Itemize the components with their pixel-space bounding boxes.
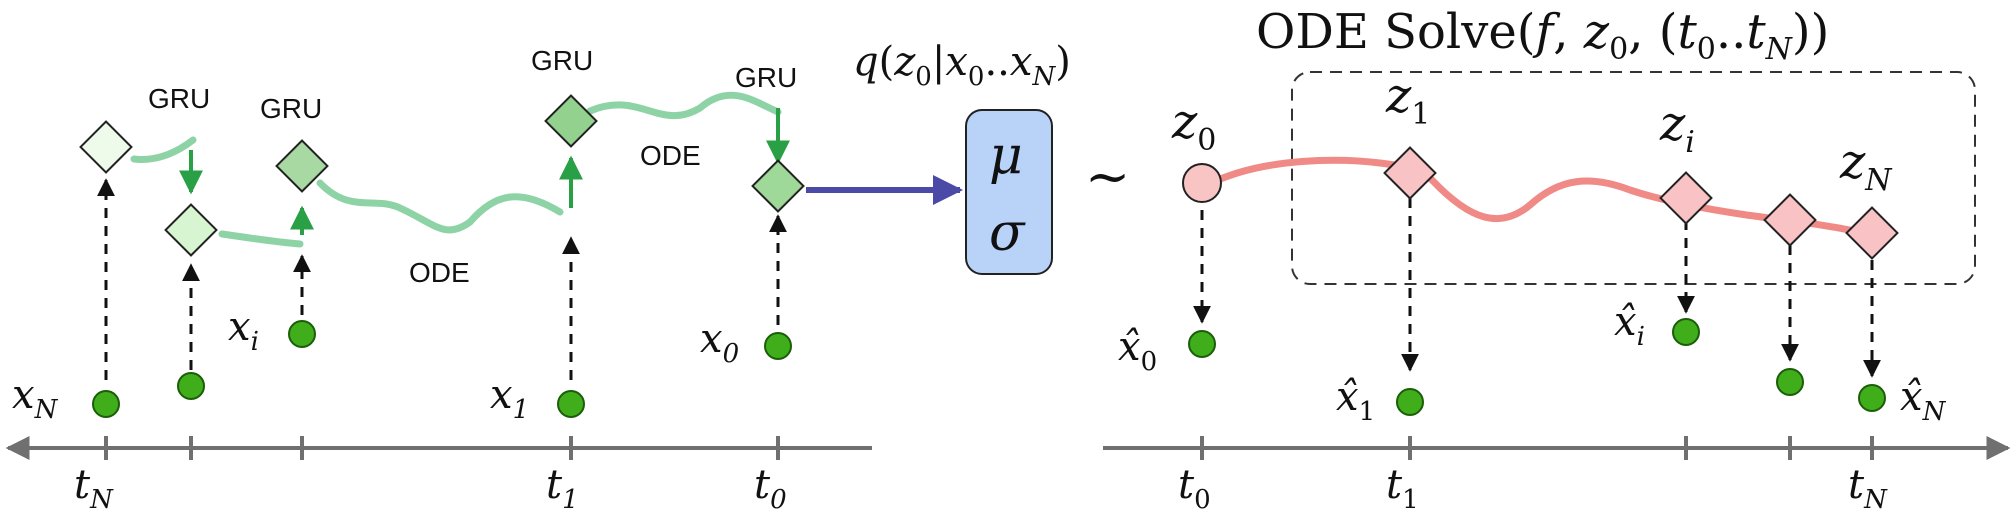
reconstruction-label: x̂0	[1118, 324, 1157, 377]
posterior-label: q(z0|x0..xN)	[853, 39, 1071, 92]
encoder-panel: GRU GRU GRU GRU ODE ODE xN xi x1 x0 tN t…	[5, 45, 872, 513]
observation-dot	[177, 372, 205, 400]
ode-solve-region	[1291, 71, 1976, 285]
observation-dot	[92, 390, 120, 418]
ode-solve-title: ODE Solve(f, z0, (t0..tN))	[1256, 4, 1829, 67]
reconstruction-label: x̂N	[1900, 374, 1947, 427]
gru-label: GRU	[260, 93, 322, 124]
decoder-axis-ticks	[1200, 436, 1874, 460]
ode-label: ODE	[409, 257, 470, 288]
reconstruction-dot	[1858, 384, 1886, 412]
reconstruction-label: x̂i	[1614, 299, 1645, 352]
encoder-ode-curve	[586, 91, 782, 120]
latent-label: z1	[1385, 68, 1430, 132]
observation-label: xi	[228, 304, 259, 357]
encoder-ode-curve	[218, 230, 304, 248]
latent-label: z0	[1171, 94, 1216, 158]
reconstruction-dot	[1188, 330, 1216, 358]
hidden-state-diamond	[751, 159, 805, 213]
reconstruction-dot	[1396, 388, 1424, 416]
time-tick-label: tN	[1848, 462, 1888, 513]
time-tick-label: tN	[74, 462, 114, 513]
posterior-block: q(z0|x0..xN) μ σ ~	[806, 39, 1130, 275]
hidden-state-diamond	[275, 139, 329, 193]
gru-label: GRU	[148, 83, 210, 114]
latent-state-diamond	[1845, 206, 1899, 260]
latent-label: zN	[1839, 134, 1893, 198]
mu-sigma-box	[965, 109, 1053, 275]
latent-state-diamond	[1659, 171, 1713, 225]
observation-dot	[288, 320, 316, 348]
hidden-state-diamond	[544, 94, 598, 148]
encoder-ode-curve	[316, 179, 564, 234]
reconstruction-label: x̂1	[1336, 374, 1375, 427]
ode-label: ODE	[640, 140, 701, 171]
latent-state-diamond	[1763, 193, 1817, 247]
encoder-ode-curve	[130, 136, 197, 163]
gru-label: GRU	[735, 62, 797, 93]
time-tick-label: t1	[1386, 462, 1419, 513]
reconstruction-dot	[1672, 318, 1700, 346]
observation-label: x1	[490, 372, 529, 425]
time-tick-label: t1	[546, 462, 579, 513]
decoder-panel: ODE Solve(f, z0, (t0..tN))	[1103, 4, 2011, 513]
observation-label: x0	[700, 316, 739, 369]
time-tick-label: t0	[754, 462, 787, 513]
latent-trajectory	[1214, 156, 1864, 236]
sampling-tilde: ~	[1085, 145, 1130, 208]
observation-label: xN	[12, 372, 59, 425]
hidden-state-diamond	[79, 120, 133, 174]
latent-label: zi	[1659, 96, 1695, 160]
observation-dot	[557, 390, 585, 418]
latent-state-diamond	[1383, 146, 1437, 200]
encoder-axis-ticks	[104, 436, 780, 460]
time-tick-label: t0	[1178, 462, 1211, 513]
mu-symbol: μ	[989, 126, 1023, 186]
gru-label: GRU	[531, 45, 593, 76]
reconstruction-dot	[1776, 368, 1804, 396]
hidden-state-diamond	[164, 203, 218, 257]
sigma-symbol: σ	[989, 203, 1026, 263]
observation-dot	[764, 332, 792, 360]
initial-latent-node	[1182, 163, 1222, 203]
